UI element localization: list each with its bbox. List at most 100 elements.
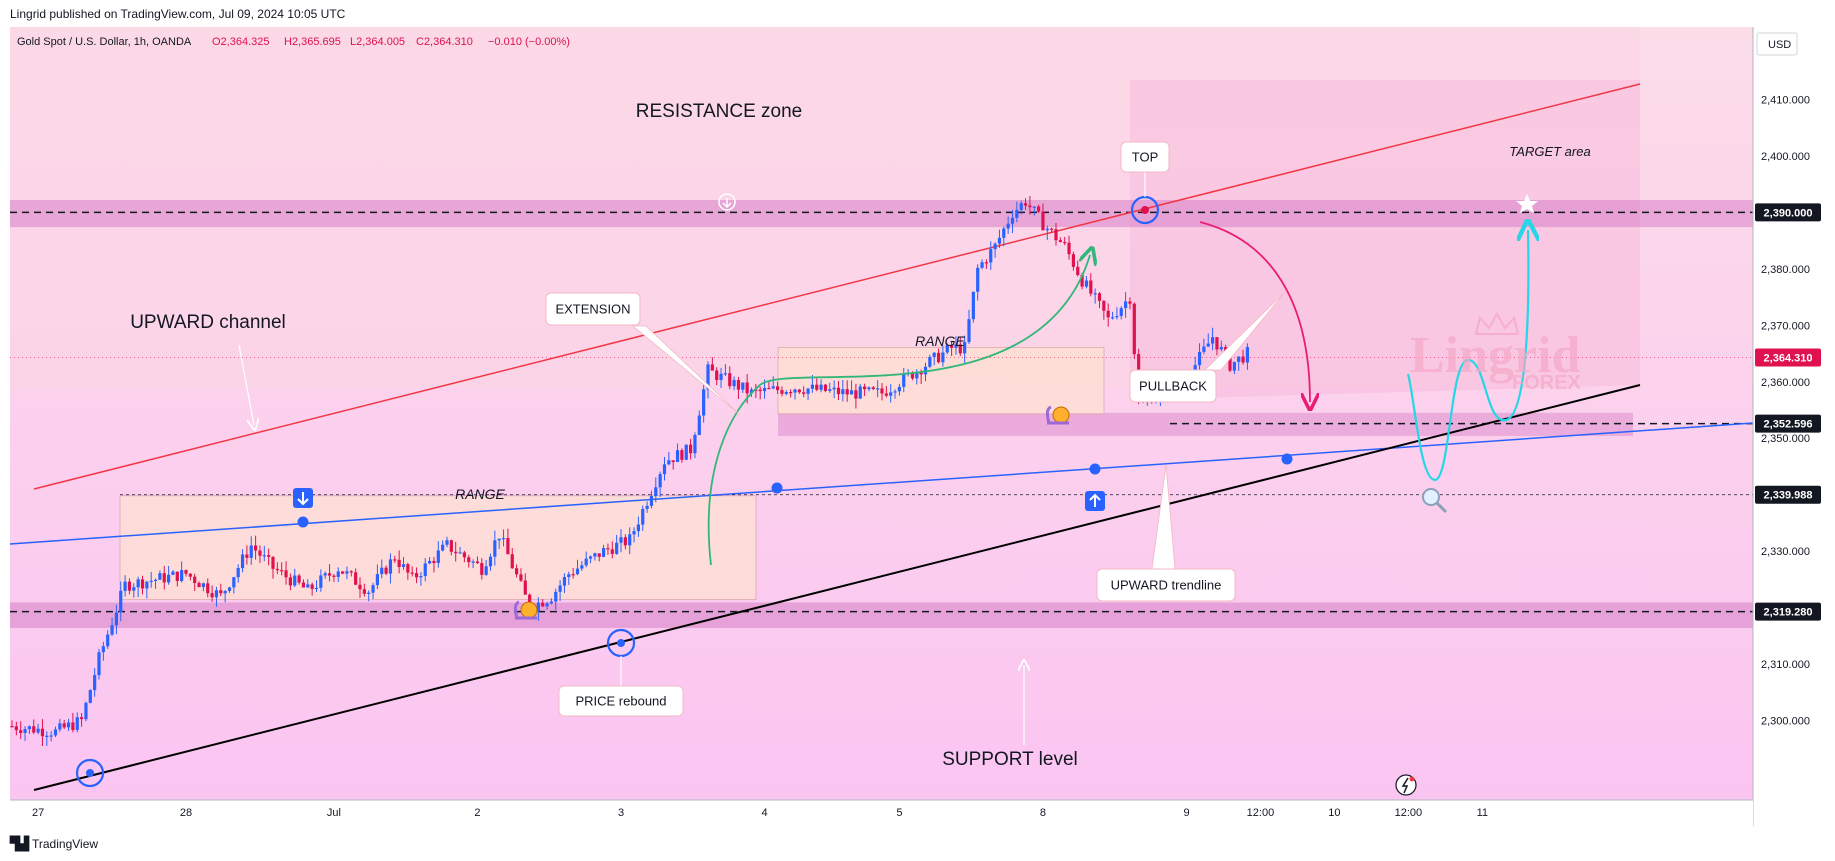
x-tick-label: 4 — [761, 807, 767, 819]
candle-body — [941, 352, 945, 363]
candle-body — [919, 371, 923, 375]
ohlc-change: −0.010 (−0.00%) — [488, 36, 570, 48]
candle-body — [1019, 203, 1023, 210]
candle-body — [976, 267, 980, 292]
x-tick-label: 5 — [896, 807, 902, 819]
candle-body — [815, 384, 819, 390]
candle-body — [710, 364, 714, 371]
candle-body — [971, 291, 975, 320]
x-tick-label: 12:00 — [1395, 807, 1423, 819]
candle-body — [767, 387, 771, 390]
candle-body — [1128, 301, 1132, 304]
candle-body — [728, 373, 732, 387]
candle-body — [754, 389, 758, 391]
candle-body — [406, 564, 410, 573]
x-tick-label: 8 — [1040, 807, 1046, 819]
candle-body — [23, 729, 27, 733]
candle-body — [515, 568, 519, 575]
candle-body — [662, 464, 667, 475]
price-tag — [1755, 348, 1821, 367]
candle-body — [153, 579, 158, 581]
pullback-label: PULLBACK — [1139, 379, 1207, 394]
candle-body — [432, 560, 436, 564]
candle-body — [1206, 343, 1210, 347]
published-info: Lingrid published on TradingView.com, Ju… — [10, 7, 346, 21]
candle-body — [1202, 346, 1206, 352]
upward-trendline — [33, 384, 1641, 791]
price-tag-label: 2,339.988 — [1764, 490, 1813, 502]
currency-box[interactable] — [1756, 32, 1798, 56]
candle-body — [449, 540, 453, 552]
candle-body — [1058, 240, 1062, 242]
candle-body — [119, 590, 123, 613]
candle-body — [1224, 347, 1228, 352]
candle-body — [45, 735, 49, 737]
candle-body — [867, 387, 871, 390]
ohlc-open: O2,364.325 — [212, 36, 270, 48]
candle-body — [649, 495, 654, 506]
candle-body — [832, 387, 836, 390]
candle-body — [689, 444, 693, 454]
candle-body — [1232, 361, 1236, 371]
candle-body — [101, 646, 105, 653]
candle-body — [441, 544, 445, 551]
price-tag-label: 2,390.000 — [1764, 207, 1813, 219]
candle-body — [771, 386, 775, 389]
candle-body — [488, 556, 493, 567]
candle-body — [910, 372, 915, 379]
price-rebound-label-box — [558, 685, 684, 717]
candle-body — [184, 570, 188, 574]
ohlc-low: L2,364.005 — [350, 36, 405, 48]
time-axis-bg — [10, 800, 1753, 826]
touch-point-dot — [771, 482, 783, 494]
candle-body — [1219, 347, 1223, 350]
alert-dot — [1409, 776, 1415, 782]
candle-body — [697, 415, 701, 435]
candle-body — [171, 571, 175, 575]
lingrid-watermark-sub: FOREX — [1512, 372, 1582, 394]
x-tick-label: 2 — [474, 807, 480, 819]
candle-body — [575, 568, 580, 575]
candle-body — [401, 564, 406, 568]
candle-body — [849, 390, 854, 395]
candle-body — [506, 537, 510, 555]
candle-body — [71, 722, 75, 730]
candle-body — [1110, 317, 1115, 319]
candle-body — [75, 717, 79, 730]
candle-body — [206, 583, 210, 594]
candle-body — [10, 726, 14, 728]
highlight-dot — [617, 639, 625, 647]
candle-body — [354, 572, 358, 585]
y-tick-label: 2,400.000 — [1761, 151, 1810, 163]
candle-body — [1002, 228, 1006, 238]
candle-body — [136, 579, 140, 588]
candle-body — [610, 549, 614, 554]
candle-body — [436, 550, 440, 564]
candle-body — [571, 574, 575, 576]
candle-body — [106, 634, 110, 647]
candle-body — [762, 387, 767, 392]
candle-body — [797, 389, 801, 393]
tradingview-brand[interactable]: ⁠▜▟ TradingView — [10, 836, 98, 852]
candle-body — [236, 568, 240, 578]
candle-body — [597, 553, 601, 557]
candle-body — [1093, 293, 1097, 295]
candle-body — [536, 602, 540, 612]
price-tag — [1755, 485, 1821, 504]
candle-body — [140, 579, 145, 589]
candle-body — [945, 345, 949, 353]
candle-body — [1037, 206, 1041, 212]
candle-body — [1097, 293, 1102, 301]
extension-label: EXTENSION — [555, 302, 630, 317]
candle-body — [284, 570, 288, 578]
candle-body — [706, 364, 710, 390]
candle-body — [1102, 300, 1106, 311]
candle-body — [214, 590, 219, 598]
candle-body — [841, 389, 845, 395]
candle-body — [897, 386, 901, 392]
candle-body — [880, 388, 884, 394]
candle-body — [723, 373, 727, 375]
ohlc-close: C2,364.310 — [416, 36, 473, 48]
snail-icon — [520, 601, 538, 619]
